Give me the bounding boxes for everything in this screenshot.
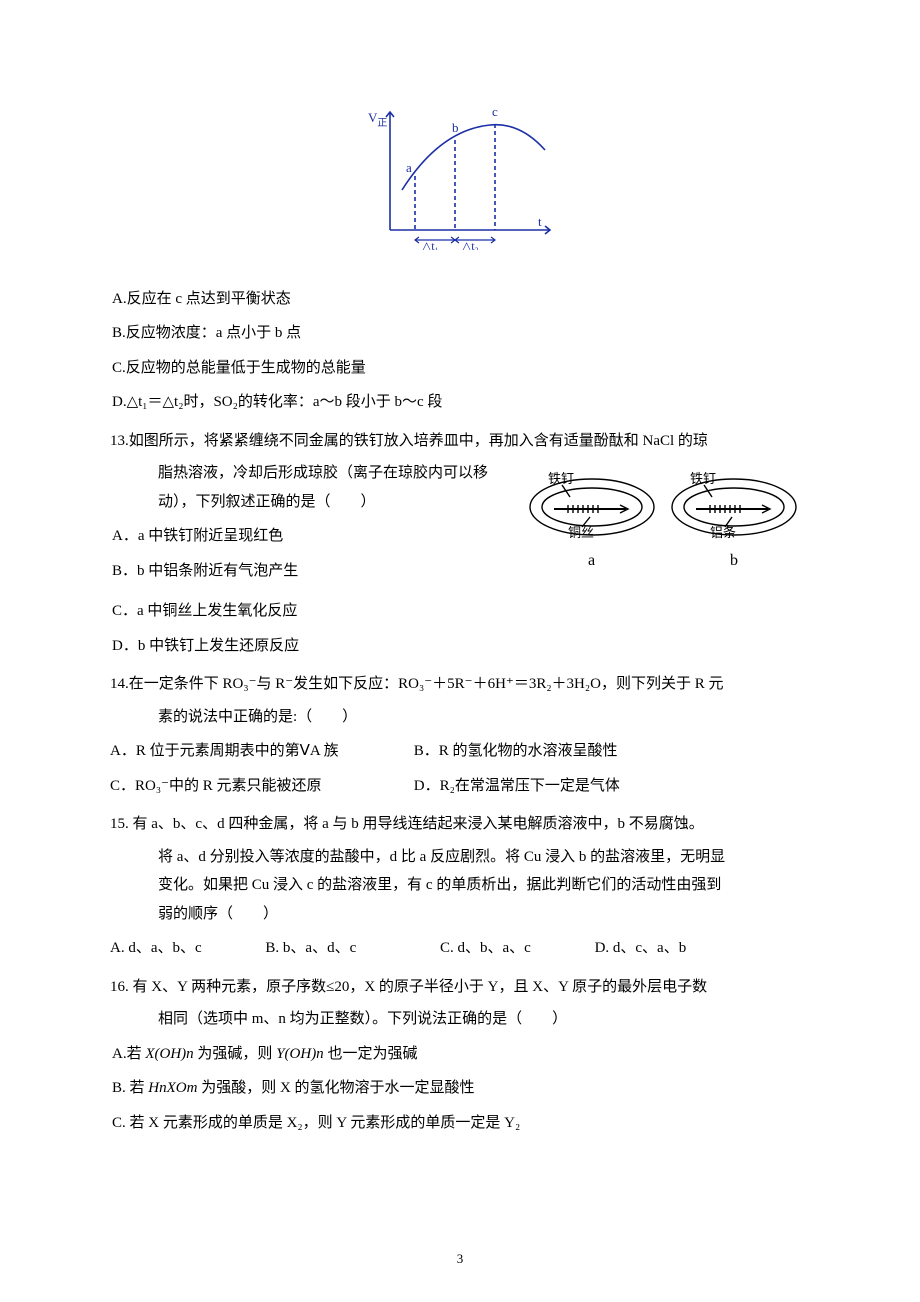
q13-option-b: B．b 中铝条附近有气泡产生 — [110, 557, 520, 586]
q15-stem-line2: 将 a、d 分别投入等浓度的盐酸中，d 比 a 反应剧烈。将 Cu 浸入 b 的… — [110, 843, 810, 872]
q12-graph-svg: V正 t a b c △t₁ △t₂ — [360, 100, 560, 250]
q15-option-c: C. d、b、a、c — [440, 934, 531, 963]
q12-option-d: D.△t₁＝△t₂时，SO₂的转化率：a～b 段小于 b～c 段 — [110, 388, 810, 417]
q13-wrap-a: 铜丝 — [568, 525, 594, 540]
q15-option-a: A. d、a、b、c — [110, 934, 202, 963]
q16-stem-line1: 16. 有 X、Y 两种元素，原子序数≤20，X 的原子半径小于 Y，且 X、Y… — [110, 973, 810, 1002]
q13-stem-line1: 13.如图所示，将紧紧缠绕不同金属的铁钉放入培养皿中，再加入含有适量酚酞和 Na… — [110, 427, 810, 456]
fig12-dt1: △t₁ — [422, 239, 439, 250]
q12-option-b: B.反应物浓度：a 点小于 b 点 — [110, 319, 810, 348]
q16-option-a: A.若 X(OH)n 为强碱，则 Y(OH)n 也一定为强碱 — [110, 1040, 810, 1069]
fig12-ylabel: V正 — [368, 110, 387, 129]
fig12-point-b: b — [452, 120, 459, 135]
q13-nail-b: 铁钉 — [690, 471, 716, 486]
q15-option-d: D. d、c、a、b — [595, 934, 687, 963]
q16-stem-line2: 相同（选项中 m、n 均为正整数）。下列说法正确的是（ ） — [110, 1005, 810, 1034]
fig12-point-c: c — [492, 104, 498, 119]
q15-stem-line1: 15. 有 a、b、c、d 四种金属，将 a 与 b 用导线连结起来浸入某电解质… — [110, 810, 810, 839]
fig12-point-a: a — [406, 160, 412, 175]
q14-stem-line2: 素的说法中正确的是:（ ） — [110, 703, 810, 732]
q13-option-c: C．a 中铜丝上发生氧化反应 — [110, 597, 810, 626]
q14-option-a: A．R 位于元素周期表中的第ⅤA 族 — [110, 737, 410, 766]
q15-option-b: B. b、a、d、c — [265, 934, 356, 963]
q12-option-a: A.反应在 c 点达到平衡状态 — [110, 285, 810, 314]
q13-wrap-b: 铝条 — [710, 525, 736, 540]
q13-diagram: 铁钉 铜丝 铁钉 铝条 a b — [520, 459, 810, 586]
q12-option-c: C.反应物的总能量低于生成物的总能量 — [110, 354, 810, 383]
q13-label-a: a — [588, 552, 595, 569]
q16-option-b: B. 若 HnXOm 为强酸，则 X 的氢化物溶于水一定显酸性 — [110, 1074, 810, 1103]
q13-label-b: b — [730, 552, 738, 569]
q15-stem-line4: 弱的顺序（ ） — [110, 900, 810, 929]
q13-nail-a: 铁钉 — [548, 471, 574, 486]
q14-stem-line1: 14.在一定条件下 RO₃⁻与 R⁻发生如下反应：RO₃⁻＋5R⁻＋6H⁺＝3R… — [110, 670, 810, 699]
q14-option-c: C．RO₃⁻中的 R 元素只能被还原 — [110, 772, 410, 801]
page-number: 3 — [0, 1247, 920, 1272]
q13-option-a: A．a 中铁钉附近呈现红色 — [110, 522, 520, 551]
fig12-xlabel: t — [538, 214, 542, 229]
q13-stem-line2: 脂热溶液，冷却后形成琼胶（离子在琼胶内可以移动），下列叙述正确的是（ ） — [110, 459, 520, 516]
q12-figure: V正 t a b c △t₁ △t₂ — [110, 100, 810, 261]
fig12-dt2: △t₂ — [462, 239, 479, 250]
q13-option-d: D．b 中铁钉上发生还原反应 — [110, 632, 810, 661]
q14-option-b: B．R 的氢化物的水溶液呈酸性 — [414, 737, 618, 766]
q15-stem-line3: 变化。如果把 Cu 浸入 c 的盐溶液里，有 c 的单质析出，据此判断它们的活动… — [110, 871, 810, 900]
q16-option-c: C. 若 X 元素形成的单质是 X₂，则 Y 元素形成的单质一定是 Y₂ — [110, 1109, 810, 1138]
q14-option-d: D．R₂在常温常压下一定是气体 — [414, 772, 620, 801]
